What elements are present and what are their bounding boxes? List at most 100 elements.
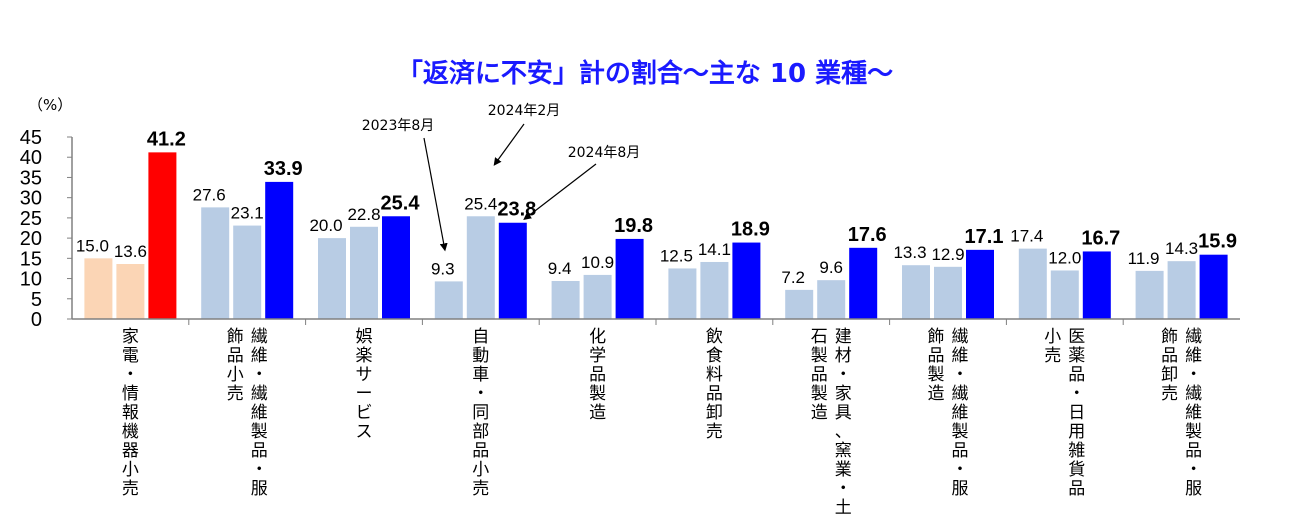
- y-tick-label: 35: [20, 167, 42, 189]
- category-char: 器: [122, 441, 139, 461]
- category-char: 楽: [356, 346, 373, 366]
- category-char: 卸: [706, 403, 723, 423]
- category-char: ・: [835, 479, 852, 499]
- category-char: 品: [227, 346, 244, 366]
- category-char: 売: [1044, 346, 1061, 366]
- data-label-s1-0: 15.0: [76, 236, 109, 255]
- bar-series-group: [84, 152, 1228, 319]
- bar-s2-1: [233, 225, 262, 319]
- data-label-s1-9: 11.9: [1128, 249, 1160, 268]
- category-char: ス: [356, 422, 373, 442]
- data-label-s3-2: 25.4: [381, 192, 421, 214]
- category-char: 日: [1068, 403, 1085, 423]
- bar-s1-4: [551, 280, 580, 319]
- bar-s2-4: [583, 274, 612, 319]
- category-char: 動: [472, 346, 489, 366]
- axes-group: [71, 137, 1240, 325]
- category-char: 小: [472, 460, 489, 480]
- data-label-s2-5: 14.1: [698, 240, 731, 259]
- category-char: 売: [122, 479, 139, 499]
- category-char: 造: [928, 384, 945, 404]
- category-char: 飾: [928, 327, 945, 347]
- category-char: 車: [472, 365, 489, 385]
- data-label-s1-6: 7.2: [781, 268, 805, 287]
- y-tick-label: 15: [20, 248, 42, 270]
- annotation-2024-8: 2024年8月: [568, 145, 641, 161]
- category-char: 繊: [952, 384, 969, 404]
- data-label-s2-6: 9.6: [819, 258, 843, 277]
- annotation-arrow-2023-8: [423, 137, 448, 252]
- bar-s3-5: [732, 242, 761, 319]
- category-char: 製: [952, 422, 969, 442]
- category-char: 品: [1068, 365, 1085, 385]
- category-char: ・: [122, 365, 139, 385]
- category-char: ・: [251, 460, 268, 480]
- category-char: 服: [952, 479, 969, 499]
- category-char: 製: [589, 384, 606, 404]
- category-char: 維: [251, 403, 268, 423]
- data-label-s3-8: 16.7: [1081, 227, 1120, 249]
- bar-s2-3: [466, 216, 495, 319]
- category-char: 維: [251, 346, 268, 366]
- category-char: 売: [227, 384, 244, 404]
- category-char: 繊: [251, 327, 268, 347]
- category-char: 窯: [835, 441, 852, 461]
- category-char: 服: [251, 479, 268, 499]
- category-char: 報: [122, 403, 139, 423]
- bar-s2-6: [817, 280, 846, 319]
- data-label-s2-8: 12.0: [1048, 248, 1081, 267]
- annotation-2023-8: 2023年8月: [362, 118, 435, 134]
- category-char: 小: [1044, 327, 1061, 347]
- category-char: 娯: [356, 327, 373, 347]
- category-char: 売: [472, 479, 489, 499]
- bar-s2-9: [1167, 261, 1196, 319]
- bar-s1-9: [1135, 270, 1164, 319]
- data-labels-group: 15.0 13.641.227.623.133.920.022.825.49.32…: [76, 128, 1237, 287]
- category-char: 小: [227, 365, 244, 385]
- category-char: 用: [1068, 422, 1085, 442]
- bar-s1-6: [785, 289, 814, 319]
- category-char: 繊: [251, 384, 268, 404]
- data-label-s1-4: 9.4: [548, 259, 572, 278]
- bar-s2-8: [1050, 270, 1079, 319]
- category-char: 品: [1185, 441, 1202, 461]
- category-labels-group: 家電・情報機器小売繊維・繊維製品・服飾品小売娯楽サービス自動車・同部品小売化学品…: [122, 327, 1202, 518]
- y-axis-unit-label: （%）: [28, 96, 72, 114]
- category-char: 、: [835, 422, 852, 442]
- category-char: 製: [811, 346, 828, 366]
- category-char: 売: [1161, 384, 1178, 404]
- bar-s3-3: [498, 222, 527, 319]
- category-char: 自: [472, 327, 489, 347]
- bar-s1-1: [201, 207, 230, 319]
- category-char: 繊: [1185, 384, 1202, 404]
- annotation-arrow-2024-2: [493, 123, 525, 166]
- bar-s3-6: [849, 247, 878, 319]
- annotations-group: 2023年8月 2024年2月 2024年8月: [362, 103, 641, 252]
- category-char: 石: [811, 327, 828, 347]
- category-char: 品: [928, 346, 945, 366]
- category-char: 製: [1185, 422, 1202, 442]
- category-char: 品: [1161, 346, 1178, 366]
- category-char: ・: [472, 384, 489, 404]
- bar-s2-5: [700, 261, 729, 319]
- category-char: 小: [122, 460, 139, 480]
- data-label-s1-8: 17.4: [1010, 227, 1043, 246]
- bar-s3-9: [1199, 254, 1228, 319]
- category-char: 維: [952, 403, 969, 423]
- category-char: 維: [1185, 403, 1202, 423]
- data-label-s3-6: 17.6: [848, 224, 887, 246]
- bar-s1-5: [668, 268, 697, 319]
- category-char: 製: [928, 365, 945, 385]
- category-char: 飲: [706, 327, 723, 347]
- bar-s1-2: [318, 238, 346, 319]
- category-char: 繊: [1185, 327, 1202, 347]
- y-tick-label: 45: [20, 127, 42, 149]
- data-label-s3-3: 23.8: [497, 199, 536, 221]
- category-char: 服: [1185, 479, 1202, 499]
- category-char: ー: [356, 384, 373, 404]
- data-label-s2-2: 22.8: [347, 205, 380, 224]
- data-label-s1-3: 9.3: [431, 259, 455, 278]
- category-char: 同: [472, 403, 489, 423]
- data-label-s3-4: 19.8: [614, 215, 653, 237]
